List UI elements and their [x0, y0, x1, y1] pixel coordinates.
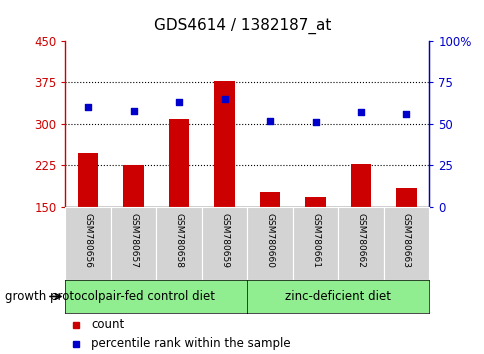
Text: GSM780663: GSM780663: [401, 213, 410, 268]
Point: [84, 104, 92, 110]
Text: zinc-deficient diet: zinc-deficient diet: [285, 290, 391, 303]
Bar: [123, 166, 144, 207]
Text: GSM780656: GSM780656: [84, 213, 92, 268]
Text: pair-fed control diet: pair-fed control diet: [98, 290, 214, 303]
Bar: [168, 119, 189, 207]
Bar: [259, 192, 280, 207]
Text: percentile rank within the sample: percentile rank within the sample: [91, 337, 290, 350]
Text: GSM780658: GSM780658: [174, 213, 183, 268]
Text: GDS4614 / 1382187_at: GDS4614 / 1382187_at: [153, 18, 331, 34]
Point: [130, 108, 137, 113]
Bar: [350, 164, 370, 207]
Text: GSM780660: GSM780660: [265, 213, 274, 268]
Point: [266, 118, 273, 124]
Text: GSM780662: GSM780662: [356, 213, 365, 268]
Point: [356, 109, 364, 115]
Text: growth protocol: growth protocol: [5, 290, 98, 303]
Point: [175, 99, 182, 105]
Text: GSM780661: GSM780661: [310, 213, 319, 268]
Bar: [214, 81, 234, 207]
Text: GSM780657: GSM780657: [129, 213, 138, 268]
Bar: [78, 153, 98, 207]
Text: count: count: [91, 318, 124, 331]
Bar: [395, 188, 416, 207]
Point: [220, 96, 228, 102]
Bar: [305, 197, 325, 207]
Point: [402, 111, 409, 117]
Point: [311, 119, 319, 125]
Text: GSM780659: GSM780659: [220, 213, 228, 268]
